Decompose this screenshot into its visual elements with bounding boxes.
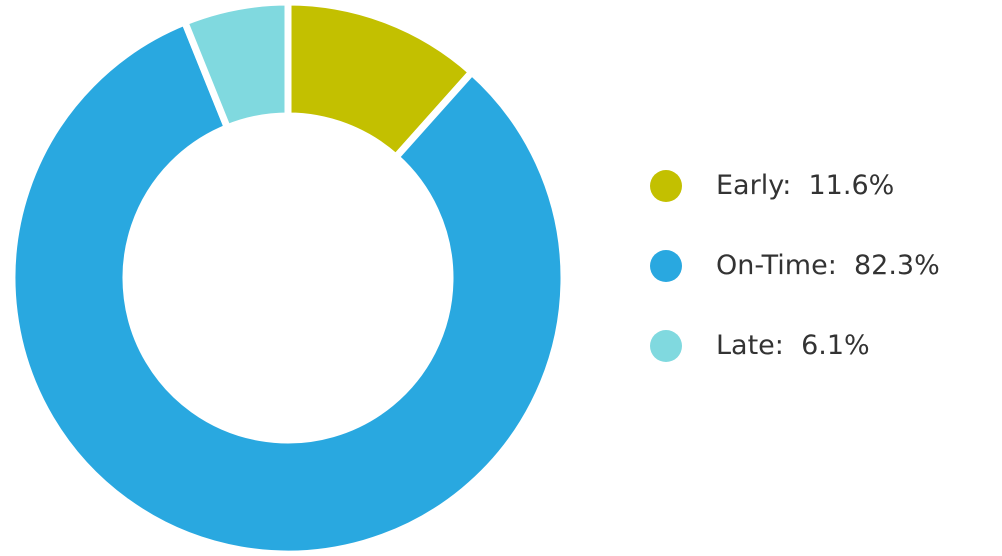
slice-on-time [8,17,568,556]
legend-item-on-time: On-Time: 82.3% [650,240,1002,292]
legend-swatch-on-time [650,250,682,282]
legend-label-early: Early: 11.6% [716,170,895,201]
legend-item-early: Early: 11.6% [650,160,1002,212]
legend-swatch-early [650,170,682,202]
donut-chart [8,0,568,556]
legend-item-late: Late: 6.1% [650,320,1002,372]
legend-swatch-late [650,330,682,362]
legend-label-on-time: On-Time: 82.3% [716,250,940,281]
legend-label-late: Late: 6.1% [716,330,870,361]
chart-legend: Early: 11.6% On-Time: 82.3% Late: 6.1% [650,160,1002,400]
slice-late [180,0,292,133]
